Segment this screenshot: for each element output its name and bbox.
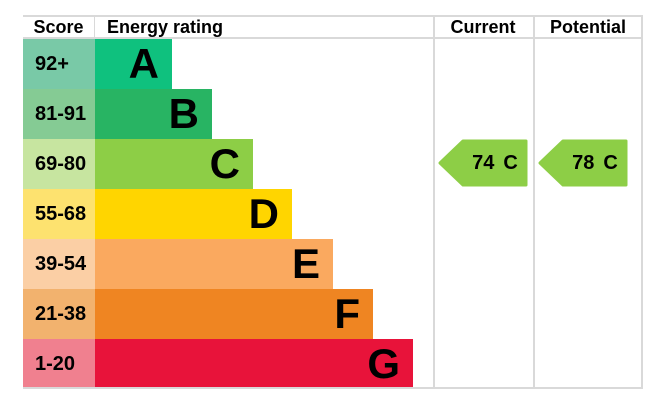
band-bar: F [95, 289, 373, 339]
chart-right-border [641, 15, 643, 389]
band-letter: G [367, 340, 400, 387]
current-band-letter: C [503, 151, 518, 174]
left-arrow-shape [438, 139, 528, 187]
band-bar: C [95, 139, 253, 189]
potential-score: 78 [572, 151, 595, 174]
band-bar: E [95, 239, 333, 289]
band-row-a: 92+ A [23, 39, 413, 89]
band-score-range: 69-80 [23, 139, 95, 189]
band-score-range: 55-68 [23, 189, 95, 239]
band-letter: F [334, 290, 360, 337]
energy-rating-column-header: Energy rating [107, 17, 224, 37]
score-column-header: Score [23, 17, 95, 37]
chart-bottom-border [23, 387, 643, 389]
potential-rating-value: 78 C [562, 139, 628, 187]
band-letter: C [209, 140, 240, 187]
band-row-g: 1-20 G [23, 339, 413, 389]
band-letter: A [128, 40, 159, 87]
current-rating-arrow: 74 C [438, 139, 528, 187]
band-score-range: 81-91 [23, 89, 95, 139]
current-score: 74 [472, 151, 495, 174]
band-score-range: 21-38 [23, 289, 95, 339]
band-letter: D [248, 190, 279, 237]
band-letter: E [291, 240, 320, 287]
band-bar: G [95, 339, 413, 389]
band-score-range: 39-54 [23, 239, 95, 289]
band-bar: D [95, 189, 292, 239]
potential-rating-arrow: 78 C [538, 139, 628, 187]
band-row-b: 81-91 B [23, 89, 413, 139]
band-score-range: 92+ [23, 39, 95, 89]
band-row-c: 69-80 C [23, 139, 413, 189]
band-row-d: 55-68 D [23, 189, 413, 239]
current-rating-value: 74 C [462, 139, 528, 187]
chart-header-row: Score Energy rating Current Potential [23, 15, 643, 39]
band-bar: A [95, 39, 172, 89]
band-letter: B [168, 90, 199, 137]
divider-energy-current [433, 15, 435, 389]
divider-current-potential [533, 15, 535, 389]
band-bar: B [95, 89, 212, 139]
potential-column-header: Potential [549, 17, 626, 37]
band-row-f: 21-38 F [23, 289, 413, 339]
rating-bands: 92+ A 81-91 B 69-80 C 55-68 D 39-54 [23, 39, 413, 389]
potential-band-letter: C [603, 151, 618, 174]
band-score-range: 1-20 [23, 339, 95, 389]
left-arrow-shape [538, 139, 628, 187]
current-column-header: Current [450, 17, 516, 37]
band-row-e: 39-54 E [23, 239, 413, 289]
